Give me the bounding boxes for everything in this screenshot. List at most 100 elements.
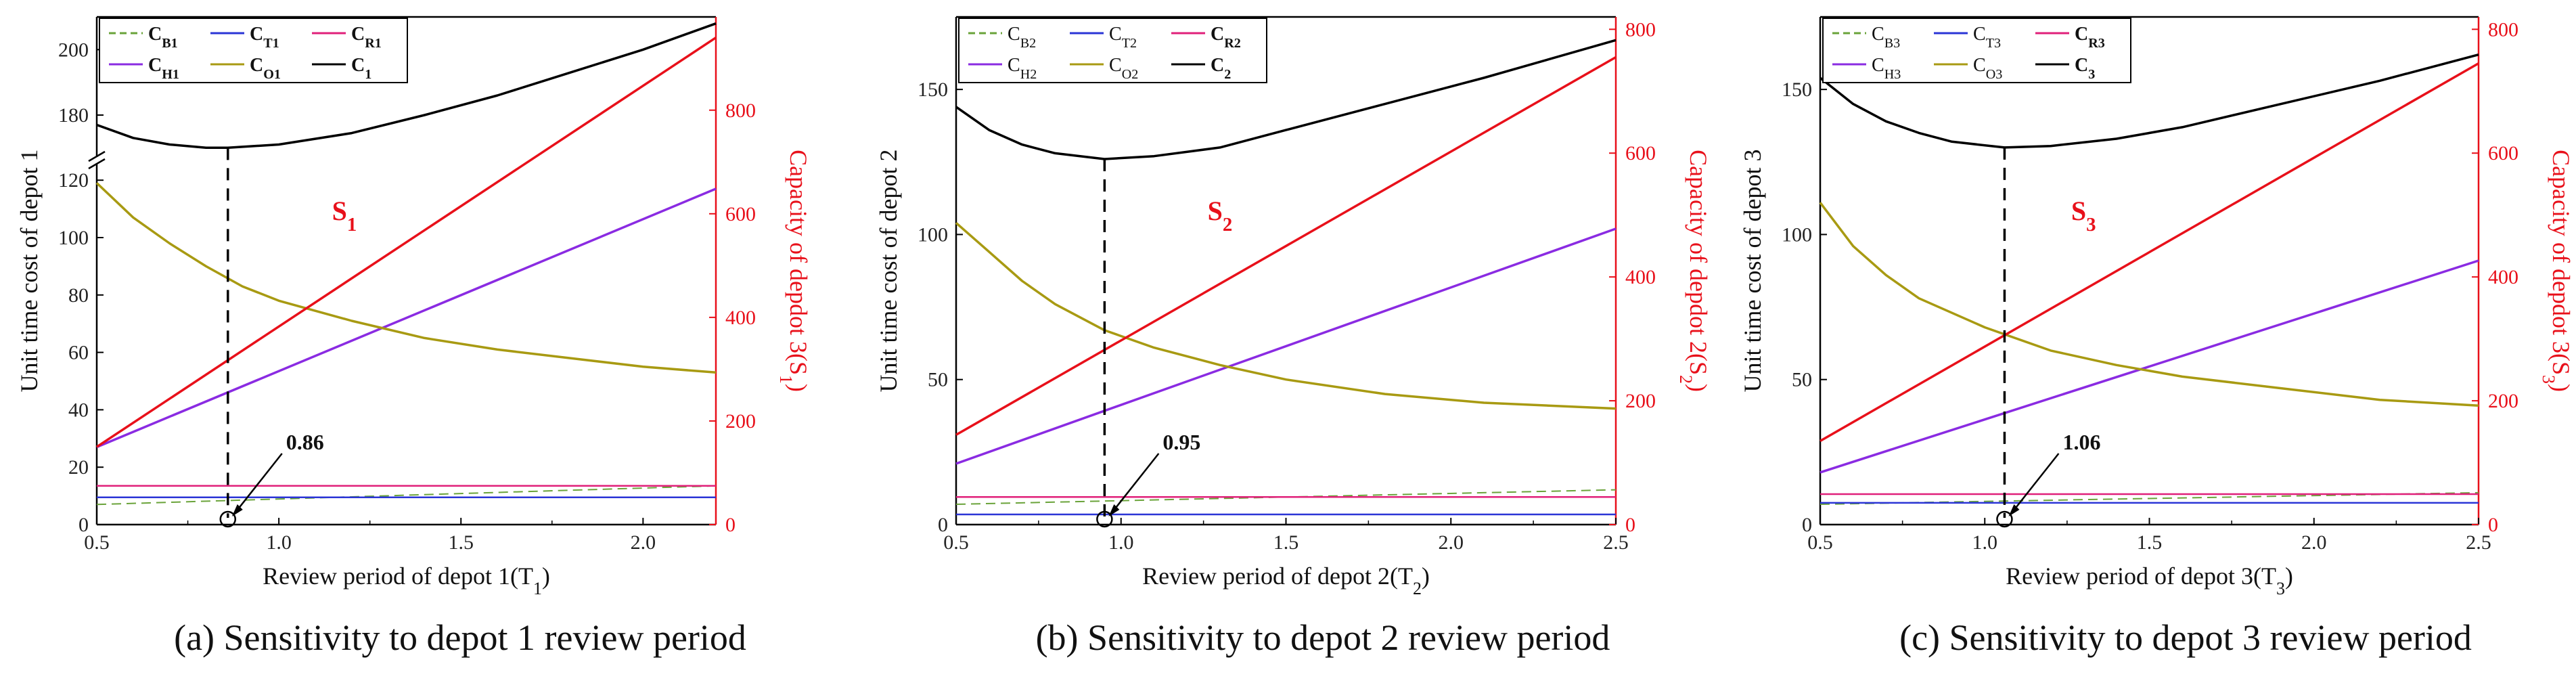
y2-tick-label: 200 <box>725 410 756 433</box>
panel-b: 0.5 1.0 1.5 2.0 2.505010015002004006008000.9… <box>875 16 1713 658</box>
y-tick-label: 100 <box>918 223 948 246</box>
x-tick-label: 1.5 <box>448 531 474 554</box>
series-c-2 <box>955 39 1617 160</box>
optimal-value-label: 0.95 <box>1162 430 1200 454</box>
x-tick-label: 1.5 <box>2137 531 2163 554</box>
y-tick-label: 50 <box>1792 369 1812 391</box>
y2-axis-label: Capacity of depdot 3(S1) <box>777 150 813 392</box>
legend-box <box>958 18 1267 83</box>
legend-entry: CR1 <box>351 24 382 51</box>
y-tick-label: 0 <box>938 514 948 536</box>
legend: CB1 CT1 CR1 CH1 CO1 C1 <box>99 18 408 83</box>
x-axis-label: Review period of depot 3(T3) <box>2006 562 2293 598</box>
y2-tick-label: 400 <box>1625 266 1656 288</box>
y2-tick-label: 600 <box>725 203 756 225</box>
panel-caption: (a) Sensitivity to depot 1 review period <box>174 617 746 658</box>
y-tick-label: 120 <box>58 169 89 192</box>
series-c-o2 <box>955 221 1617 410</box>
legend-entry: CR3 <box>2075 24 2105 51</box>
y2-tick-label: 600 <box>1625 142 1656 164</box>
x-tick-label: 2.0 <box>2301 531 2327 554</box>
series-c-1 <box>96 22 717 150</box>
legend-entry: CO1 <box>250 55 281 82</box>
y-tick-label: 200 <box>58 39 89 61</box>
legend-entry: CT3 <box>1973 24 2001 51</box>
annotation-arrowhead <box>2008 504 2020 516</box>
annotation-arrow <box>1109 453 1160 516</box>
legend-entry: CO2 <box>1109 55 1138 82</box>
y2-tick-label: 0 <box>725 514 736 536</box>
legend: CB3 CT3 CR3 CH3 CO3 C3 <box>1822 18 2131 83</box>
y-tick-label: 180 <box>58 104 89 127</box>
y2-tick-label: 800 <box>1625 18 1656 41</box>
series-c-3 <box>1819 53 2479 149</box>
series-c-o1 <box>95 182 717 374</box>
legend-entry: CH2 <box>1008 55 1037 82</box>
series-c-h1 <box>96 187 717 449</box>
annotation-arrowhead <box>1108 504 1120 516</box>
legend-entry: C1 <box>351 55 371 82</box>
y2-axis-label: Capacity of depdot 2(S2) <box>1677 150 1713 392</box>
legend-entry: CT1 <box>250 24 279 51</box>
panel-caption: (b) Sensitivity to depot 2 review period <box>1036 617 1610 658</box>
series-c-h3 <box>1820 259 2479 474</box>
y-tick-label: 80 <box>68 284 89 307</box>
y2-tick-label: 400 <box>2488 266 2518 288</box>
y-tick-label: 150 <box>1782 79 1812 101</box>
legend-box <box>99 18 408 83</box>
y-tick-label: 20 <box>68 456 89 479</box>
optimal-value-label: 1.06 <box>2062 430 2100 454</box>
legend-entry: CH3 <box>1872 55 1901 82</box>
annotation-arrow <box>2009 453 2060 516</box>
series-s-1 <box>96 37 717 448</box>
x-tick-label: 1.0 <box>266 531 292 554</box>
x-axis-label: Review period of depot 1(T1) <box>263 562 550 598</box>
legend-entry: CH1 <box>148 55 179 82</box>
series-s-2 <box>955 56 1617 436</box>
x-tick-label: 1.5 <box>1273 531 1299 554</box>
y-tick-label: 150 <box>918 79 948 101</box>
x-tick-label: 0.5 <box>84 531 110 554</box>
optimal-point-marker <box>1096 510 1113 528</box>
legend-entry: CB1 <box>148 24 178 51</box>
legend-entry: CB3 <box>1872 24 1900 51</box>
y2-tick-label: 0 <box>1625 514 1635 536</box>
y2-tick-label: 600 <box>2488 142 2518 164</box>
optimal-value-label: 0.86 <box>286 430 324 454</box>
legend-entry: CR2 <box>1211 24 1241 51</box>
y-tick-label: 60 <box>68 342 89 364</box>
y-axis-label: Unit time cost of depot 2 <box>875 150 902 393</box>
y-axis-label: Unit time cost of depot 3 <box>1739 150 1766 393</box>
y-tick-label: 40 <box>68 399 89 421</box>
y-axis-label: Unit time cost of depot 1 <box>16 150 43 393</box>
x-tick-label: 2.5 <box>2466 531 2491 554</box>
panel-caption: (c) Sensitivity to depot 3 review period <box>1899 617 2472 658</box>
x-axis-label: Review period of depot 2(T2) <box>1142 562 1430 598</box>
y2-axis-label: Capacity of depdot 3(S3) <box>2539 150 2575 392</box>
x-tick-label: 2.0 <box>631 531 656 554</box>
axis-break-mark <box>88 150 106 162</box>
optimal-point-marker <box>1996 510 2013 528</box>
y-tick-label: 100 <box>58 227 89 249</box>
legend-entry: CB2 <box>1008 24 1036 51</box>
x-tick-label: 0.5 <box>943 531 969 554</box>
x-tick-label: 0.5 <box>1807 531 1833 554</box>
panel-c: 0.5 1.0 1.5 2.0 2.505010015002004006008001.0… <box>1739 16 2575 658</box>
x-tick-label: 1.0 <box>1972 531 1998 554</box>
legend-entry: C3 <box>2075 55 2095 82</box>
panel-a: 0.5 1.0 1.5 2.0 0 20 40 60 80 100 120 180 200 0 200 400… <box>16 16 813 658</box>
s-series-label: S1 <box>332 196 357 236</box>
series-c-b1 <box>96 485 717 506</box>
legend-entry: C2 <box>1211 55 1231 82</box>
axis-break-mark <box>88 158 106 170</box>
x-tick-label: 2.5 <box>1603 531 1629 554</box>
y2-tick-label: 0 <box>2488 514 2498 536</box>
x-tick-label: 2.0 <box>1439 531 1464 554</box>
optimal-point-marker <box>219 510 237 528</box>
series-c-h2 <box>955 227 1617 465</box>
x-tick-label: 1.0 <box>1108 531 1134 554</box>
y2-tick-label: 200 <box>2488 390 2518 412</box>
series-c-o3 <box>1819 202 2479 407</box>
y-tick-label: 0 <box>78 514 89 536</box>
s-series-label: S2 <box>1208 196 1233 236</box>
